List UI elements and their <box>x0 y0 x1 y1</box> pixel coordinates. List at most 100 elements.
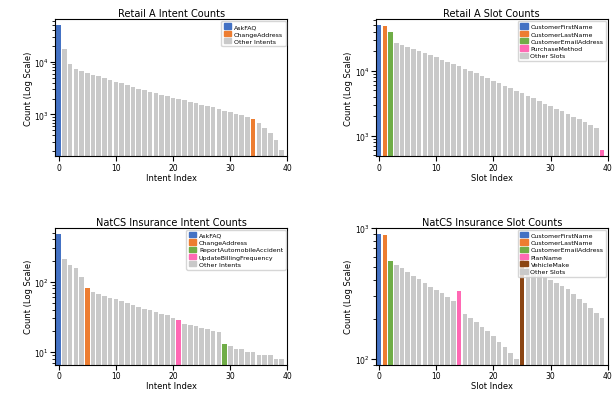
Bar <box>537 275 542 401</box>
Bar <box>91 292 95 401</box>
Bar <box>68 265 72 401</box>
Bar <box>543 277 547 401</box>
Bar <box>451 65 456 401</box>
Title: NatCS Insurance Intent Counts: NatCS Insurance Intent Counts <box>96 217 247 227</box>
Bar <box>114 83 118 401</box>
Bar <box>457 291 462 401</box>
Bar <box>508 353 513 401</box>
Bar <box>200 105 204 401</box>
Bar <box>142 309 147 401</box>
X-axis label: Slot Index: Slot Index <box>471 381 513 391</box>
Bar <box>594 313 599 401</box>
Bar <box>474 74 479 401</box>
Bar <box>411 276 416 401</box>
Bar <box>526 269 530 401</box>
Bar <box>171 98 176 401</box>
Bar <box>182 101 187 401</box>
Bar <box>239 116 244 401</box>
Bar <box>228 346 233 401</box>
Bar <box>531 99 536 401</box>
Legend: AskFAQ, ChangeAddress, Other Intents: AskFAQ, ChangeAddress, Other Intents <box>222 22 286 47</box>
Bar <box>577 120 581 401</box>
Y-axis label: Count (Log Scale): Count (Log Scale) <box>344 259 353 334</box>
Bar <box>588 126 593 401</box>
Bar <box>497 84 502 401</box>
Y-axis label: Count (Log Scale): Count (Log Scale) <box>344 51 353 126</box>
Bar <box>594 128 599 401</box>
Bar <box>160 314 164 401</box>
Bar <box>176 321 181 401</box>
Bar <box>394 44 398 401</box>
Bar <box>96 77 101 401</box>
Y-axis label: Count (Log Scale): Count (Log Scale) <box>24 51 33 126</box>
Bar <box>125 303 130 401</box>
Bar <box>457 67 462 401</box>
Bar <box>222 344 227 401</box>
Bar <box>119 301 124 401</box>
Bar <box>79 278 84 401</box>
Bar <box>526 97 530 401</box>
Bar <box>279 358 284 401</box>
Bar <box>417 52 421 401</box>
Bar <box>440 61 445 401</box>
Bar <box>543 104 547 401</box>
Bar <box>571 117 576 401</box>
Bar <box>571 295 576 401</box>
Bar <box>583 304 587 401</box>
Bar <box>148 93 152 401</box>
Bar <box>429 287 433 401</box>
Bar <box>377 26 381 401</box>
Bar <box>182 324 187 401</box>
Bar <box>268 355 273 401</box>
Bar <box>480 327 484 401</box>
Bar <box>537 102 542 401</box>
Bar <box>429 56 433 401</box>
Bar <box>268 134 273 401</box>
Bar <box>79 72 84 401</box>
Bar <box>131 305 135 401</box>
Bar <box>422 283 427 401</box>
Bar <box>440 294 445 401</box>
Bar <box>565 290 570 401</box>
Bar <box>577 300 581 401</box>
Bar <box>68 65 72 401</box>
Bar <box>114 300 118 401</box>
Bar <box>96 294 101 401</box>
Bar <box>222 111 227 401</box>
Bar <box>405 272 410 401</box>
Bar <box>234 349 238 401</box>
Bar <box>274 141 278 401</box>
Bar <box>508 89 513 401</box>
Bar <box>188 325 193 401</box>
Bar <box>136 307 141 401</box>
Bar <box>486 79 490 401</box>
Bar <box>565 115 570 401</box>
Bar <box>417 279 421 401</box>
Bar <box>377 234 381 401</box>
Bar <box>503 86 507 401</box>
Bar <box>445 63 450 401</box>
Bar <box>205 107 209 401</box>
Bar <box>160 95 164 401</box>
Bar <box>462 69 467 401</box>
Bar <box>491 336 495 401</box>
Bar <box>262 355 267 401</box>
Bar <box>520 94 524 401</box>
Bar <box>257 124 261 401</box>
Legend: AskFAQ, ChangeAddress, ReportAutomobileAccident, UpdateBillingFrequency, Other I: AskFAQ, ChangeAddress, ReportAutomobileA… <box>187 230 286 270</box>
Bar <box>74 269 78 401</box>
Bar <box>451 302 456 401</box>
Bar <box>154 94 158 401</box>
Bar <box>85 289 90 401</box>
Bar <box>411 50 416 401</box>
X-axis label: Intent Index: Intent Index <box>146 174 197 182</box>
Legend: CustomerFirstName, CustomerLastName, CustomerEmailAddress, PlanName, VehicleMake: CustomerFirstName, CustomerLastName, Cus… <box>518 230 606 277</box>
Bar <box>136 89 141 401</box>
Bar <box>56 26 61 401</box>
Bar <box>554 109 559 401</box>
Bar <box>560 112 564 401</box>
Legend: CustomerFirstName, CustomerLastName, CustomerEmailAddress, PurchaseMethod, Other: CustomerFirstName, CustomerLastName, Cus… <box>518 22 606 62</box>
X-axis label: Slot Index: Slot Index <box>471 174 513 182</box>
Bar <box>142 91 147 401</box>
Bar <box>245 352 250 401</box>
